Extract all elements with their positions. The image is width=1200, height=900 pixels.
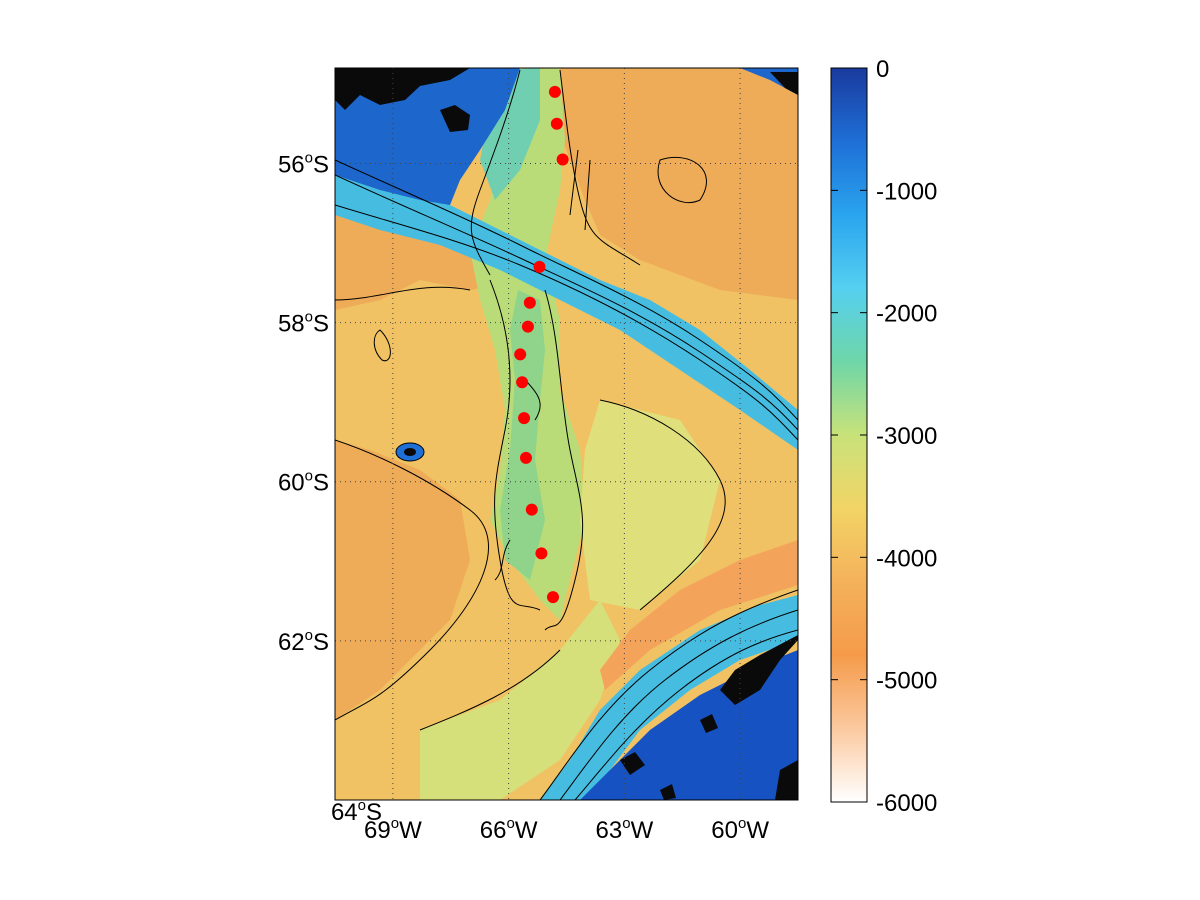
land-island-a xyxy=(440,105,470,132)
station-marker xyxy=(533,260,546,273)
tick-label: 69oW xyxy=(364,815,422,844)
tick-hemisphere: S xyxy=(313,470,329,497)
land-tierra-del-fuego xyxy=(335,68,470,110)
station-marker xyxy=(546,591,559,604)
seamount-west-peak xyxy=(404,448,416,456)
deep-basin-west xyxy=(335,205,520,310)
land-islets xyxy=(620,714,718,800)
south-slope xyxy=(540,595,798,800)
land-island-b xyxy=(770,72,798,95)
tick-number: 56 xyxy=(278,151,305,178)
station-markers xyxy=(514,85,569,604)
tick-degree: o xyxy=(305,468,313,485)
tick-label: 60oW xyxy=(711,815,769,844)
deep-basin-northeast xyxy=(540,68,798,300)
colorbar-ticks: 0 -1000 -2000 -3000 -4000 -5000 -6000 xyxy=(831,56,937,817)
tick-hemisphere: S xyxy=(313,151,329,178)
tick-degree: o xyxy=(391,815,399,832)
bathymetry-map xyxy=(335,68,798,800)
longitude-tick-labels: 69oW 66oW 63oW 60oW xyxy=(364,815,769,844)
tick-degree: o xyxy=(305,627,313,644)
deep-band-southeast xyxy=(600,540,798,690)
station-marker xyxy=(548,85,561,98)
graticule xyxy=(335,68,798,800)
tick-number: 60 xyxy=(278,470,305,497)
station-marker xyxy=(514,348,527,361)
tick-degree: o xyxy=(305,309,313,326)
station-marker xyxy=(521,320,534,333)
land-antarctic-peninsula xyxy=(720,635,798,705)
tick-number: 64 xyxy=(331,799,358,826)
colorbar-tick-label: -1000 xyxy=(876,178,937,205)
tick-number: 69 xyxy=(364,817,391,844)
colorbar-tick-label: 0 xyxy=(876,56,889,83)
tick-number: 66 xyxy=(480,817,507,844)
station-marker xyxy=(518,412,531,425)
station-marker xyxy=(556,153,569,166)
tick-degree: o xyxy=(506,815,514,832)
tick-hemisphere: S xyxy=(313,311,329,338)
tick-hemisphere: S xyxy=(366,799,382,826)
tick-label: 66oW xyxy=(480,815,538,844)
tick-hemisphere: W xyxy=(746,817,769,844)
tick-degree: o xyxy=(738,815,746,832)
tick-number: 58 xyxy=(278,311,305,338)
tick-hemisphere: W xyxy=(631,817,654,844)
colorbar-tick-label: -3000 xyxy=(876,423,937,450)
colorbar-tick-label: -5000 xyxy=(876,668,937,695)
station-marker xyxy=(550,117,563,130)
tick-hemisphere: W xyxy=(515,817,538,844)
land-south-shetland xyxy=(775,760,798,800)
tick-label: 58oS xyxy=(278,309,329,338)
colorbar-tick-label: -6000 xyxy=(876,790,937,817)
tick-number: 60 xyxy=(711,817,738,844)
tick-label: 56oS xyxy=(278,149,329,178)
station-marker xyxy=(525,503,538,516)
north-slope xyxy=(335,150,798,450)
tick-label: 63oW xyxy=(596,815,654,844)
station-marker xyxy=(519,451,532,464)
mid-basin-east xyxy=(580,400,720,610)
station-marker xyxy=(516,376,529,389)
station-marker xyxy=(523,296,536,309)
tick-degree: o xyxy=(358,797,366,814)
tick-degree: o xyxy=(622,815,630,832)
colorbar-tick-label: -4000 xyxy=(876,545,937,572)
mid-basin-south xyxy=(420,600,620,800)
tick-degree: o xyxy=(305,149,313,166)
tick-hemisphere: S xyxy=(313,629,329,656)
tick-label: 64oS xyxy=(331,797,382,826)
tick-number: 63 xyxy=(596,817,623,844)
deep-basin-southwest xyxy=(335,440,470,720)
tick-label: 62oS xyxy=(278,627,329,656)
tick-label: 60oS xyxy=(278,468,329,497)
map-frame xyxy=(334,67,799,801)
tick-hemisphere: W xyxy=(399,817,422,844)
tick-number: 62 xyxy=(278,629,305,656)
colorbar-tick-label: -2000 xyxy=(876,301,937,328)
station-marker xyxy=(535,547,548,560)
